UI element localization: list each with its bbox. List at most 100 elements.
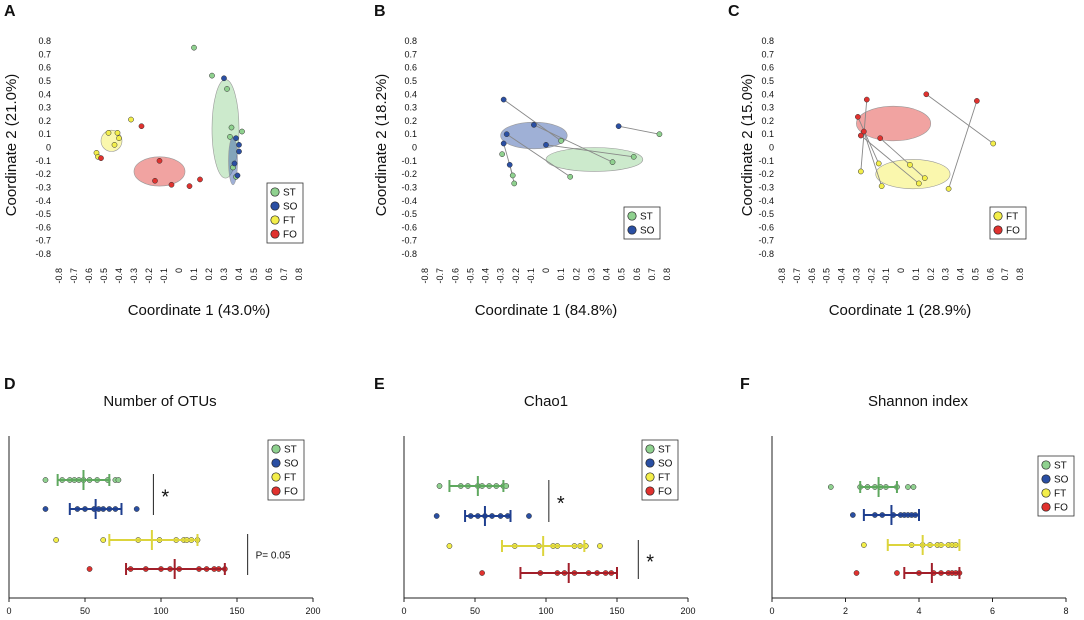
data-point-fo [853,570,860,576]
data-point-fo [479,570,485,576]
y-tick-label: -0.8 [35,249,51,259]
y-tick-label: 0 [412,143,417,153]
y-tick-label: 0.6 [761,63,774,73]
legend-label-fo: FO [1006,226,1020,237]
ellipse-so [228,136,238,186]
data-point-st [228,124,235,131]
y-tick-label: 0.7 [38,49,51,59]
pair-line [503,99,562,142]
data-point-so [503,131,510,138]
legend-label-so: SO [658,459,673,470]
legend-label-st: ST [640,212,653,223]
x-tick-label: 0.7 [279,268,289,281]
y-tick-label: 0.8 [761,36,774,46]
legend-label-ft: FT [1054,489,1066,500]
y-tick-label: -0.5 [401,209,417,219]
data-point-fo [86,566,93,572]
data-point-so [615,123,622,130]
data-point-fo [152,177,158,184]
data-point-st [630,153,637,160]
y-tick-label: -0.1 [758,156,774,166]
pair-line [545,144,634,158]
data-point-so [543,141,549,148]
panel-label-b: B [374,3,386,20]
x-tick-label: 0.4 [234,268,244,281]
x-tick-label: 0.8 [662,268,672,281]
y-tick-label: -0.6 [35,222,51,232]
y-tick-label: -0.4 [758,196,774,206]
x-tick-label: 0.6 [985,268,995,281]
data-point-so [433,513,440,519]
legend-label-st: ST [1054,461,1067,472]
plot-title: Chao1 [524,393,568,410]
legend-marker-st [270,187,280,197]
x-tick-label: 0 [401,606,406,616]
x-tick-label: 50 [80,606,90,616]
dotplot-d: Number of OTUs 0 50 100 150 200 * P= 0.05 ST SO F… [6,393,320,616]
data-point-fo [894,570,900,576]
data-point-st [115,477,122,483]
x-tick-label: 4 [916,606,921,616]
y-tick-label: -0.8 [401,249,417,259]
x-tick-label: 8 [1063,606,1068,616]
x-tick-label: -0.1 [881,268,891,284]
data-point-st [910,484,917,490]
x-tick-label: -0.8 [54,268,64,284]
pair-line [857,116,880,164]
x-tick-label: 0.7 [1000,268,1010,281]
data-point-fo [974,98,980,104]
data-point-so [500,96,507,103]
data-point-fo [863,96,870,103]
data-point-ft [921,175,928,181]
x-tick-label: 50 [470,606,480,616]
x-tick-label: 0.5 [970,268,980,281]
y-tick-label: -0.3 [35,182,51,192]
y-tick-label: 0.5 [761,76,774,86]
x-tick-label: 0.1 [911,268,921,281]
ellipse-fo [856,105,932,142]
plot-title: Shannon index [868,393,969,410]
pair-line [503,143,514,176]
legend-marker-ft [1041,488,1051,498]
x-tick-label: -0.7 [792,268,802,284]
x-tick-label: 150 [609,606,624,616]
legend-marker-fo [270,229,280,239]
y-tick-label: -0.8 [758,249,774,259]
y-tick-label: 0.2 [38,116,51,126]
legend-label-st: ST [283,188,296,199]
data-point-ft [916,180,922,187]
legend-label-so: SO [640,226,655,237]
y-tick-label: -0.7 [401,236,417,246]
x-tick-label: -0.1 [526,268,536,284]
x-tick-label: 150 [229,606,244,616]
data-point-st [827,484,834,490]
data-point-ft [878,183,885,189]
data-point-so [236,141,242,148]
y-tick-label: -0.7 [758,236,774,246]
pair-line [879,137,926,179]
data-point-ft [128,116,134,123]
ellipse-fo [133,156,186,187]
legend-marker-so [271,458,281,468]
data-point-so [531,122,537,128]
data-point-so [500,140,507,147]
x-tick-label: -0.7 [69,268,79,284]
legend-marker-st [627,211,637,221]
y-tick-label: 0.1 [404,129,417,139]
data-point-st [42,477,49,483]
y-tick-label: 0.4 [761,89,774,99]
x-axis-label: Coordinate 1 (28.9%) [829,302,972,319]
pair-line [618,125,660,135]
y-tick-label: 0.3 [761,103,774,113]
x-tick-label: -0.5 [465,268,475,284]
x-tick-label: -0.6 [450,268,460,284]
x-tick-label: 0 [769,606,774,616]
pair-line [860,99,868,172]
x-tick-label: 0.4 [602,268,612,281]
ellipse-ft [875,159,951,190]
data-point-ft [105,130,112,136]
x-tick-label: 100 [153,606,168,616]
pcoa-plot-c: Coordinate 2 (15.0%) Coordinate 1 (28.9%… [739,36,1027,319]
x-tick-label: 200 [680,606,695,616]
x-tick-label: -0.3 [496,268,506,284]
